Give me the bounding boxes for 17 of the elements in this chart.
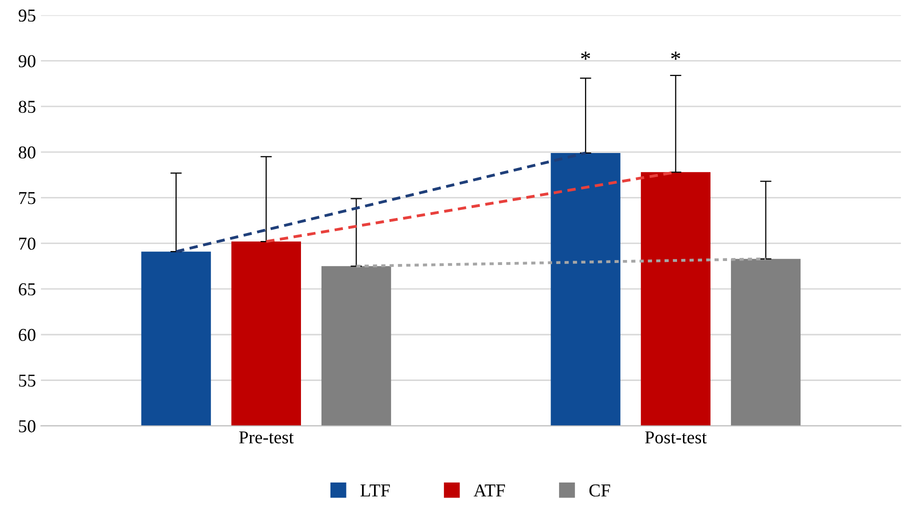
y-tick-label: 60 [18, 328, 36, 342]
y-tick-label: 50 [19, 420, 36, 432]
y-tick-label: 55 [19, 374, 36, 387]
legend-label: LTF [360, 484, 390, 496]
x-tick-label: Post-test [645, 431, 707, 444]
annotation: * [671, 52, 680, 60]
y-tick-label: 70 [19, 238, 36, 250]
y-tick-label: 80 [18, 146, 36, 159]
y-tick-label: 95 [18, 10, 36, 22]
y-tick-label: 75 [19, 192, 36, 204]
y-tick-label: 90 [18, 55, 36, 68]
legend-label: ATF [474, 484, 505, 496]
legend-label: CF [589, 484, 610, 497]
annotation: * [581, 52, 590, 60]
y-tick-label: 65 [18, 283, 36, 296]
y-tick-label: 85 [18, 100, 36, 113]
x-tick-label: Pre-test [239, 431, 294, 444]
